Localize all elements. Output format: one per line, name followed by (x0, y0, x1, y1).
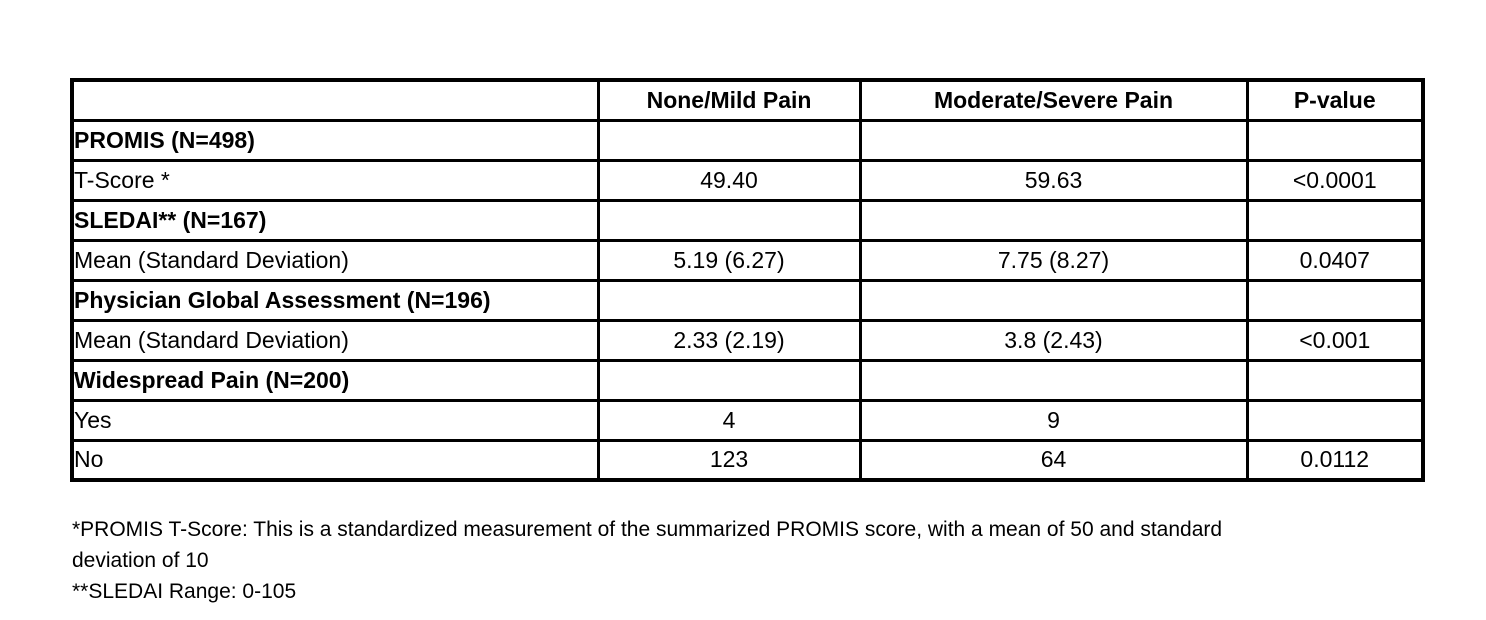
row-label: Yes (70, 398, 600, 442)
value-cell: 59.63 (858, 158, 1249, 202)
value-cell: 5.19 (6.27) (596, 238, 862, 282)
footnotes: *PROMIS T-Score: This is a standardized … (72, 514, 1222, 607)
row-label: Widespread Pain (N=200) (70, 358, 600, 402)
table-row-physician-mean: Mean (Standard Deviation) 2.33 (2.19) 3.… (70, 318, 1425, 362)
value-cell: 64 (858, 438, 1249, 482)
table-row-sledai-mean: Mean (Standard Deviation) 5.19 (6.27) 7.… (70, 238, 1425, 282)
value-cell: 7.75 (8.27) (858, 238, 1249, 282)
table-row-tscore: T-Score * 49.40 59.63 <0.0001 (70, 158, 1425, 202)
value-cell (1245, 278, 1425, 322)
value-cell (596, 358, 862, 402)
footnote-sledai-range: **SLEDAI Range: 0-105 (72, 580, 297, 603)
value-cell: 3.8 (2.43) (858, 318, 1249, 362)
value-cell: 0.0407 (1245, 238, 1425, 282)
value-cell (858, 118, 1249, 162)
footnote-promis-line2: deviation of 10 (72, 549, 209, 572)
value-cell (858, 358, 1249, 402)
value-cell: <0.001 (1245, 318, 1425, 362)
value-cell: 2.33 (2.19) (596, 318, 862, 362)
row-label: PROMIS (N=498) (70, 118, 600, 162)
value-cell (596, 198, 862, 242)
row-label: SLEDAI** (N=167) (70, 198, 600, 242)
value-cell (596, 278, 862, 322)
value-cell (1245, 118, 1425, 162)
row-label: Mean (Standard Deviation) (70, 238, 600, 282)
row-label: No (70, 438, 600, 482)
value-cell (858, 198, 1249, 242)
header-empty-cell (70, 78, 600, 122)
value-cell (1245, 198, 1425, 242)
row-label: T-Score * (70, 158, 600, 202)
header-p-value: P-value (1245, 78, 1425, 122)
row-label: Mean (Standard Deviation) (70, 318, 600, 362)
value-cell (858, 278, 1249, 322)
table-row-physician-section: Physician Global Assessment (N=196) (70, 278, 1425, 322)
header-none-mild-pain: None/Mild Pain (596, 78, 862, 122)
table-row-widespread-section: Widespread Pain (N=200) (70, 358, 1425, 402)
value-cell (596, 118, 862, 162)
value-cell: 123 (596, 438, 862, 482)
table-row-sledai-section: SLEDAI** (N=167) (70, 198, 1425, 242)
table-row-promis-section: PROMIS (N=498) (70, 118, 1425, 162)
pain-comparison-table: None/Mild Pain Moderate/Severe Pain P-va… (70, 78, 1425, 482)
table-header-row: None/Mild Pain Moderate/Severe Pain P-va… (70, 78, 1425, 122)
value-cell: 49.40 (596, 158, 862, 202)
row-label: Physician Global Assessment (N=196) (70, 278, 600, 322)
table-row-widespread-yes: Yes 4 9 (70, 398, 1425, 442)
value-cell (1245, 398, 1425, 442)
value-cell: 4 (596, 398, 862, 442)
value-cell: <0.0001 (1245, 158, 1425, 202)
footnote-promis-line1: *PROMIS T-Score: This is a standardized … (72, 518, 1223, 541)
table-row-widespread-no: No 123 64 0.0112 (70, 438, 1425, 482)
value-cell: 0.0112 (1245, 438, 1425, 482)
value-cell (1245, 358, 1425, 402)
header-moderate-severe-pain: Moderate/Severe Pain (858, 78, 1249, 122)
value-cell: 9 (858, 398, 1249, 442)
